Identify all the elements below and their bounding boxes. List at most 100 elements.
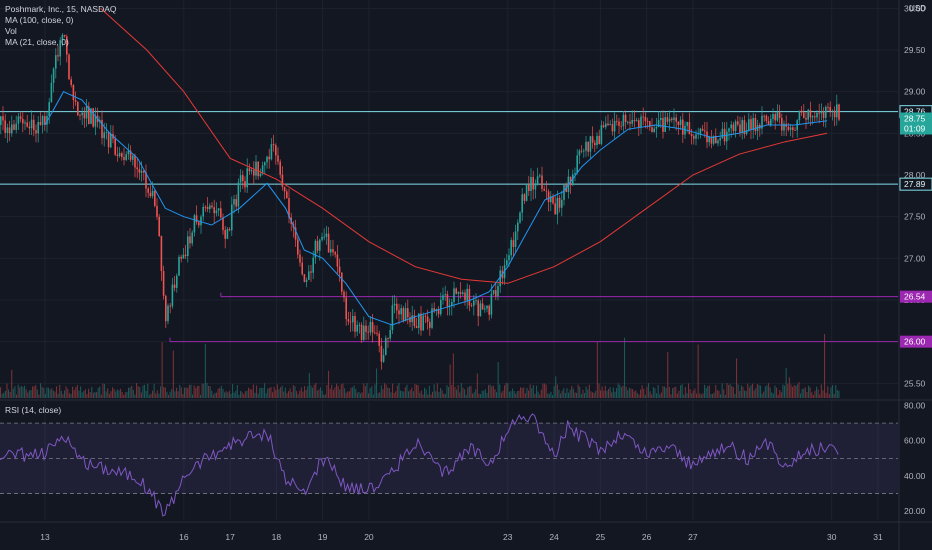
last-price-tag[interactable] xyxy=(900,112,932,135)
horizontal-lines[interactable] xyxy=(0,111,898,343)
volume-bar xyxy=(587,389,589,398)
candle-body xyxy=(358,324,361,326)
candle-body xyxy=(492,290,495,294)
candle-body xyxy=(488,305,490,315)
volume-bar xyxy=(81,392,83,398)
candle-body xyxy=(325,233,328,237)
volume-bar xyxy=(377,393,379,398)
volume-bar xyxy=(361,392,363,398)
volume-bar xyxy=(616,388,618,398)
volume-bar xyxy=(67,388,69,398)
last-price-countdown: 01:09 xyxy=(904,124,926,134)
volume-bar xyxy=(3,392,5,398)
volume-bar xyxy=(14,386,16,398)
time-axis[interactable]: 13 16 17 18 19 20 23 24 25 26 27 30 31 xyxy=(40,532,883,542)
candle-body xyxy=(237,182,240,207)
candle-body xyxy=(59,40,61,57)
volume-bar xyxy=(430,394,432,398)
volume-bar xyxy=(804,387,806,398)
candle-body xyxy=(616,120,618,122)
volume-bar xyxy=(307,386,309,398)
volume-bar xyxy=(96,392,98,398)
volume-bar xyxy=(475,389,477,398)
volume-bar xyxy=(280,387,282,398)
volume-bar xyxy=(673,387,675,398)
currency-label[interactable]: USD xyxy=(909,4,926,13)
volume-bar xyxy=(745,391,747,398)
volume-bar xyxy=(104,384,106,398)
volume-bar xyxy=(219,388,221,398)
candle-body xyxy=(633,119,636,122)
candle-body xyxy=(673,117,675,120)
candle-body xyxy=(171,284,174,307)
volume-bar xyxy=(379,392,381,398)
volume-bar xyxy=(505,382,507,398)
candle-body xyxy=(387,338,389,339)
volume-bar xyxy=(454,387,456,398)
candle-body xyxy=(600,125,603,145)
candle-body xyxy=(686,122,688,126)
volume-bar xyxy=(312,387,314,398)
candle-body xyxy=(316,240,319,251)
candle-body xyxy=(468,288,471,306)
price-line-tag[interactable] xyxy=(900,335,932,348)
price-line-tag[interactable] xyxy=(900,290,932,303)
volume-bar xyxy=(155,393,157,398)
candle-body xyxy=(281,174,284,187)
price-line-tag-label: 26.00 xyxy=(904,337,926,347)
volume-bar xyxy=(281,385,283,398)
symbol-title[interactable]: Poshmark, Inc., 15, NASDAQ xyxy=(5,4,117,14)
volume-bar xyxy=(806,391,808,398)
volume-bar xyxy=(56,386,58,398)
price-line-tag[interactable] xyxy=(899,177,932,191)
volume-bar xyxy=(507,383,509,398)
volume-bar xyxy=(316,390,318,398)
ma21-legend[interactable]: MA (21, close, 0) xyxy=(5,37,69,47)
candle-body xyxy=(283,186,286,192)
volume-bar xyxy=(428,385,430,398)
candle-body xyxy=(396,303,398,311)
candle-body xyxy=(838,104,840,120)
rsi-legend[interactable]: RSI (14, close) xyxy=(5,405,62,415)
volume-bar xyxy=(838,390,840,398)
volume-bar xyxy=(241,392,243,398)
candle-body xyxy=(79,115,81,116)
volume-bar xyxy=(176,387,178,398)
volume-bar xyxy=(524,393,526,398)
volume-bar xyxy=(4,390,6,398)
time-tick-label: 18 xyxy=(272,532,282,542)
volume-bar xyxy=(550,391,552,398)
volume-bar xyxy=(216,392,218,398)
volume-bar xyxy=(480,394,482,398)
volume-bar xyxy=(758,384,760,398)
volume-bar xyxy=(225,391,227,398)
candle-body xyxy=(772,114,774,120)
volume-bar xyxy=(632,389,634,398)
volume-bar xyxy=(536,385,538,398)
volume-legend[interactable]: Vol xyxy=(5,26,17,36)
candle-body xyxy=(118,153,121,156)
volume-bar xyxy=(478,393,480,398)
candle-body xyxy=(41,116,44,125)
volume-bar xyxy=(195,388,197,398)
volume-bar xyxy=(347,391,349,398)
candle-body xyxy=(398,310,400,315)
volume-bar xyxy=(764,386,766,398)
volume-bar xyxy=(150,393,152,398)
candle-body xyxy=(77,101,79,116)
volume-bar xyxy=(544,383,546,398)
volume-bar xyxy=(38,394,40,398)
candle-body xyxy=(17,116,20,124)
ma100-legend[interactable]: MA (100, close, 0) xyxy=(5,15,74,25)
candle-body xyxy=(822,111,825,118)
volume-bar xyxy=(75,387,77,398)
rsi-tick-label: 40.00 xyxy=(904,471,926,481)
candle-body xyxy=(74,100,77,102)
price-axis[interactable]: 25.5026.0026.5027.0027.5028.0028.5029.00… xyxy=(899,3,932,516)
time-tick-label: 31 xyxy=(873,532,883,542)
volume-bar xyxy=(275,389,277,398)
volume-bar xyxy=(534,393,536,398)
candle-body xyxy=(708,136,710,143)
candle-body xyxy=(506,260,508,266)
